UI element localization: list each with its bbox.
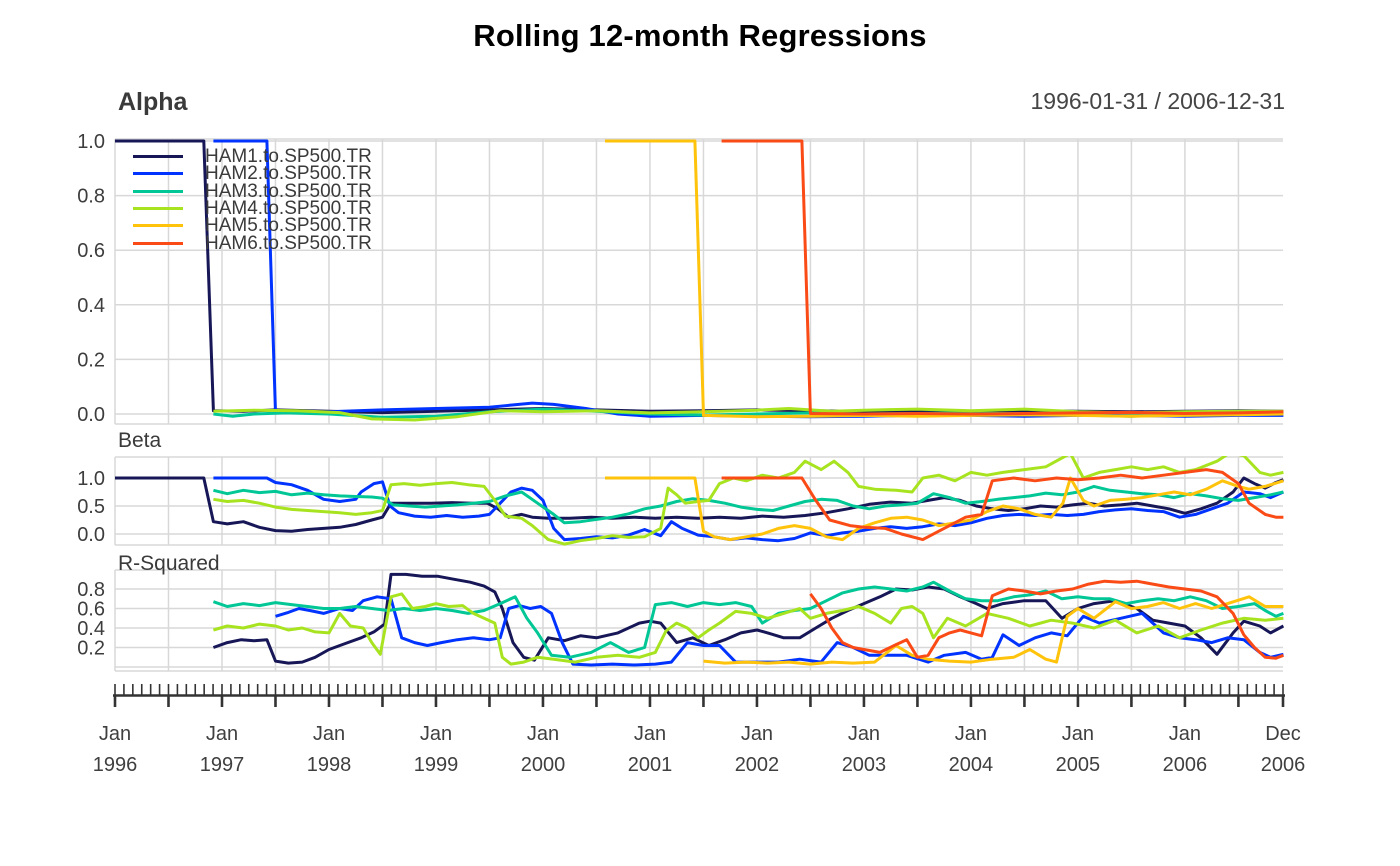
series-line-HAM5.to.SP500.TR [703,595,1284,666]
panel-alpha: 1.0 0.8 0.6 0.4 0.2 0.0 [77,131,1284,426]
x-tick-label: Jan 1996 [93,723,138,776]
series-line-HAM1.to.SP500.TR [115,476,1284,533]
x-tick-label: Jan 1999 [414,723,459,776]
legend-line-swatch [133,155,183,159]
panel-label-beta: Beta [118,429,162,452]
series-line-HAM5.to.SP500.TR [605,139,1284,419]
x-tick-label: Dec 2006 [1261,723,1306,776]
series-line-HAM6.to.SP500.TR [721,139,1284,416]
panel-label-r-squared: R-Squared [118,552,220,575]
series-line-HAM2.to.SP500.TR [275,595,1284,667]
x-axis: Jan 1996 Jan 1997 Jan 1998 Jan 1999 Jan 2000 Jan 20… [93,684,1306,776]
chart-title: Rolling 12-month Regressions [473,18,927,53]
legend-item: HAM6.to.SP500.TR [133,232,372,254]
x-tick-label: Jan 2003 [842,723,887,776]
legend-line-swatch [133,224,183,228]
panel-label-alpha: Alpha [118,88,188,116]
panel-beta: 1.0 0.5 0.0 [77,456,1284,546]
x-tick-label: Jan 2000 [521,723,566,776]
legend: HAM1.to.SP500.TR HAM2.to.SP500.TR HAM3.to.… [133,146,372,254]
legend-item: HAM3.to.SP500.TR [133,180,372,202]
x-tick-label: Jan 2004 [949,723,994,776]
series-line-HAM2.to.SP500.TR [213,139,1284,419]
y-tick-label: 0.0 [77,524,105,546]
x-tick-label: Jan 2006 [1163,723,1208,776]
series-line-HAM4.to.SP500.TR [213,456,1284,546]
y-tick-label: 0.6 [77,599,105,621]
y-tick-label: 0.4 [77,295,105,317]
legend-line-swatch [133,241,183,245]
panel-r-squared: 0.80.60.40.2 [77,569,1285,672]
legend-item: HAM5.to.SP500.TR [133,215,372,237]
legend-label: HAM5.to.SP500.TR [205,215,372,237]
series-line-HAM6.to.SP500.TR [809,579,1284,660]
y-tick-label: 1.0 [77,468,105,490]
legend-item: HAM4.to.SP500.TR [133,198,372,220]
series-line-HAM5.to.SP500.TR [605,476,1284,542]
legend-label: HAM1.to.SP500.TR [205,146,372,168]
series-line-HAM6.to.SP500.TR [721,468,1284,542]
legend-line-swatch [133,189,183,193]
legend-line-swatch [133,172,183,176]
x-tick-label: Jan 2001 [628,723,673,776]
legend-item: HAM2.to.SP500.TR [133,163,372,185]
legend-label: HAM2.to.SP500.TR [205,163,372,185]
y-tick-label: 0.0 [77,404,105,426]
date-range-label: 1996-01-31 / 2006-12-31 [1030,88,1285,114]
x-tick-label: Jan 2002 [735,723,780,776]
legend-line-swatch [133,207,183,211]
x-tick-label: Jan 1997 [200,723,245,776]
legend-label: HAM4.to.SP500.TR [205,198,372,220]
legend-label: HAM6.to.SP500.TR [205,232,372,254]
legend-item: HAM1.to.SP500.TR [133,146,372,168]
series-line-HAM4.to.SP500.TR [212,592,1284,666]
legend-label: HAM3.to.SP500.TR [205,180,372,202]
y-tick-label: 0.6 [77,240,105,262]
y-tick-label: 0.8 [77,186,105,208]
y-tick-label: 0.8 [77,579,105,601]
y-tick-label: 0.2 [77,638,105,660]
y-tick-label: 1.0 [77,131,105,153]
x-tick-label: Jan 1998 [307,723,352,776]
y-tick-label: 0.4 [77,618,105,640]
y-tick-label: 0.5 [77,496,105,518]
y-tick-label: 0.2 [77,349,105,371]
x-tick-label: Jan 2005 [1056,723,1101,776]
